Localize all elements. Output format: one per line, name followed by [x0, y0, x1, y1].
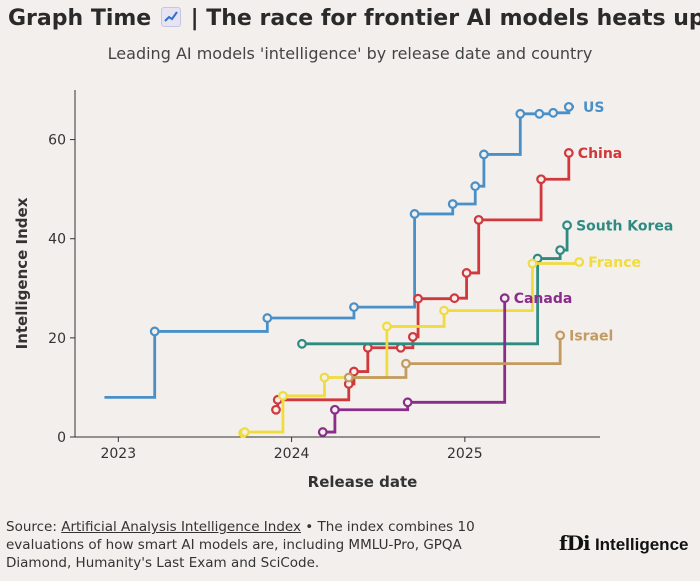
data-point-china	[449, 293, 460, 304]
data-point-france	[439, 305, 449, 316]
fdi-intelligence-logo: fDi Intelligence	[559, 531, 688, 555]
y-tick-label: 40	[48, 232, 66, 248]
axes: 0 20 40 60 2023 2024 2025 Release date Intellige…	[13, 90, 600, 491]
series-line-canada	[322, 298, 507, 434]
data-point-china	[473, 214, 484, 225]
y-tick-label: 60	[48, 133, 66, 149]
series-label-france: France	[588, 255, 641, 271]
source-note: Source: Artificial Analysis Intelligence…	[6, 518, 526, 572]
data-point-france	[239, 427, 250, 437]
data-point-china	[536, 174, 546, 185]
data-point-south-korea	[555, 245, 566, 256]
chart-title: Graph Time | The race for frontier AI mo…	[8, 6, 700, 31]
data-point-us	[470, 181, 481, 192]
series-label-israel: Israel	[569, 328, 613, 344]
data-point-france	[574, 257, 585, 267]
data-point-france	[278, 390, 288, 401]
data-point-israel	[401, 358, 411, 369]
data-point-us	[149, 326, 160, 337]
data-point-israel	[555, 330, 566, 341]
data-point-france	[527, 258, 538, 269]
data-point-canada	[330, 404, 340, 415]
x-tick-label: 2024	[274, 446, 310, 462]
data-point-france	[319, 372, 330, 383]
data-point-china	[413, 293, 423, 304]
data-point-us	[479, 149, 489, 160]
series-label-canada: Canada	[514, 291, 573, 307]
logo-mark: fDi	[559, 531, 591, 555]
data-point-us	[548, 107, 559, 118]
chart-increasing-icon	[160, 7, 181, 27]
chart-area: 0 20 40 60 2023 2024 2025 Release date Intellige…	[13, 90, 674, 491]
source-text: • The index combines 10 evaluations of h…	[6, 519, 475, 571]
x-tick-label: 2023	[100, 446, 136, 462]
data-point-china	[461, 268, 472, 278]
data-point-us	[262, 313, 273, 323]
data-point-china	[349, 366, 359, 377]
series-line-china	[275, 152, 571, 412]
title-part2: | The race for frontier AI models heats …	[190, 6, 700, 31]
title-part1: Graph Time	[8, 6, 152, 31]
data-point-china	[563, 148, 574, 158]
series-layer	[104, 101, 585, 438]
data-point-china	[271, 404, 281, 415]
series-line-south-korea	[301, 225, 569, 346]
y-tick-label: 20	[48, 331, 66, 347]
data-point-us	[349, 302, 359, 313]
data-point-canada	[402, 397, 413, 408]
source-prefix: Source:	[6, 519, 62, 535]
x-axis-title: Release date	[308, 473, 418, 491]
data-point-canada	[499, 293, 510, 304]
data-point-south-korea	[297, 338, 307, 349]
data-point-israel	[343, 372, 354, 383]
data-point-us	[447, 199, 458, 209]
data-point-us	[563, 101, 574, 112]
series-label-south-korea: South Korea	[576, 218, 673, 234]
y-axis-title: Intelligence Index	[13, 197, 31, 349]
data-point-china	[407, 331, 418, 342]
data-point-france	[381, 321, 392, 332]
y-tick-label: 0	[57, 430, 66, 446]
data-point-us	[409, 209, 420, 219]
data-point-us	[515, 108, 526, 119]
data-point-south-korea	[562, 220, 572, 231]
labels-layer: US China South Korea France Canada Israel	[514, 100, 674, 345]
data-point-canada	[317, 427, 328, 437]
source-link[interactable]: Artificial Analysis Intelligence Index	[61, 519, 301, 535]
data-point-us	[534, 108, 545, 119]
series-label-china: China	[578, 146, 622, 162]
series-label-us: US	[583, 100, 604, 116]
x-tick-label: 2025	[447, 446, 483, 462]
chart-subtitle: Leading AI models 'intelligence' by rele…	[107, 44, 593, 63]
logo-word: Intelligence	[594, 535, 689, 554]
series-line-israel	[348, 335, 562, 379]
